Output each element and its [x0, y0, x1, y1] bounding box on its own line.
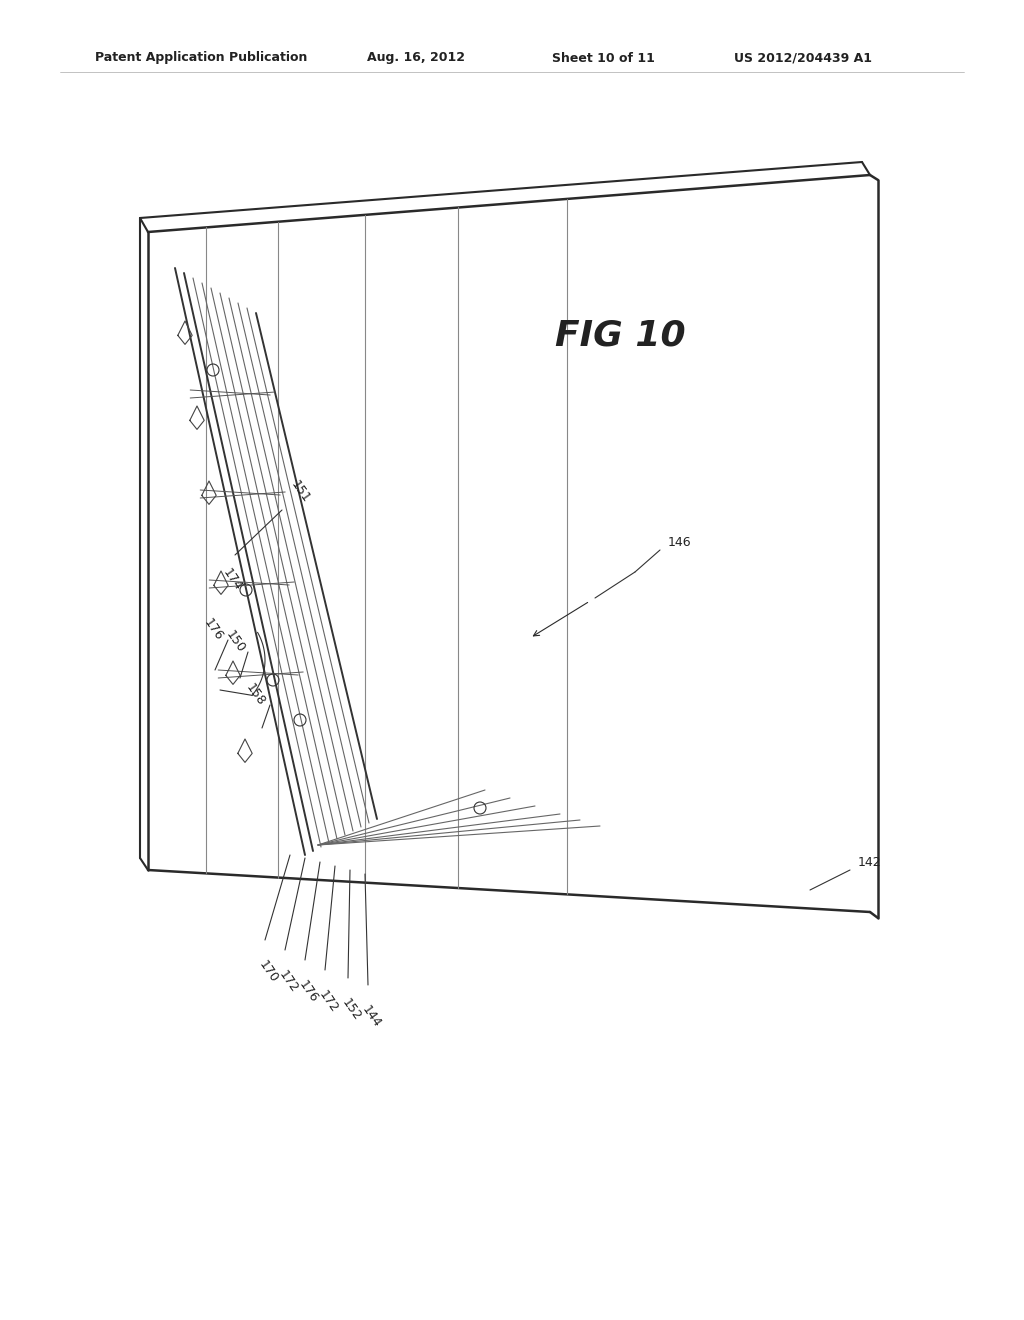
Text: Sheet 10 of 11: Sheet 10 of 11 — [552, 51, 655, 65]
Text: 151: 151 — [288, 478, 312, 506]
Text: 142: 142 — [858, 857, 882, 870]
Text: 176: 176 — [201, 616, 225, 643]
Text: 172: 172 — [275, 968, 300, 995]
Text: 144: 144 — [358, 1003, 383, 1030]
Text: 170: 170 — [256, 958, 281, 985]
Text: 174: 174 — [220, 566, 244, 594]
Text: US 2012/204439 A1: US 2012/204439 A1 — [734, 51, 872, 65]
Text: 158: 158 — [244, 681, 268, 709]
Text: FIG 10: FIG 10 — [555, 318, 685, 352]
Text: 152: 152 — [339, 997, 364, 1023]
Text: 146: 146 — [668, 536, 691, 549]
Text: 176: 176 — [296, 978, 321, 1005]
Text: Patent Application Publication: Patent Application Publication — [95, 51, 307, 65]
Text: 172: 172 — [315, 987, 340, 1015]
Text: Aug. 16, 2012: Aug. 16, 2012 — [367, 51, 465, 65]
Text: 150: 150 — [223, 628, 248, 656]
